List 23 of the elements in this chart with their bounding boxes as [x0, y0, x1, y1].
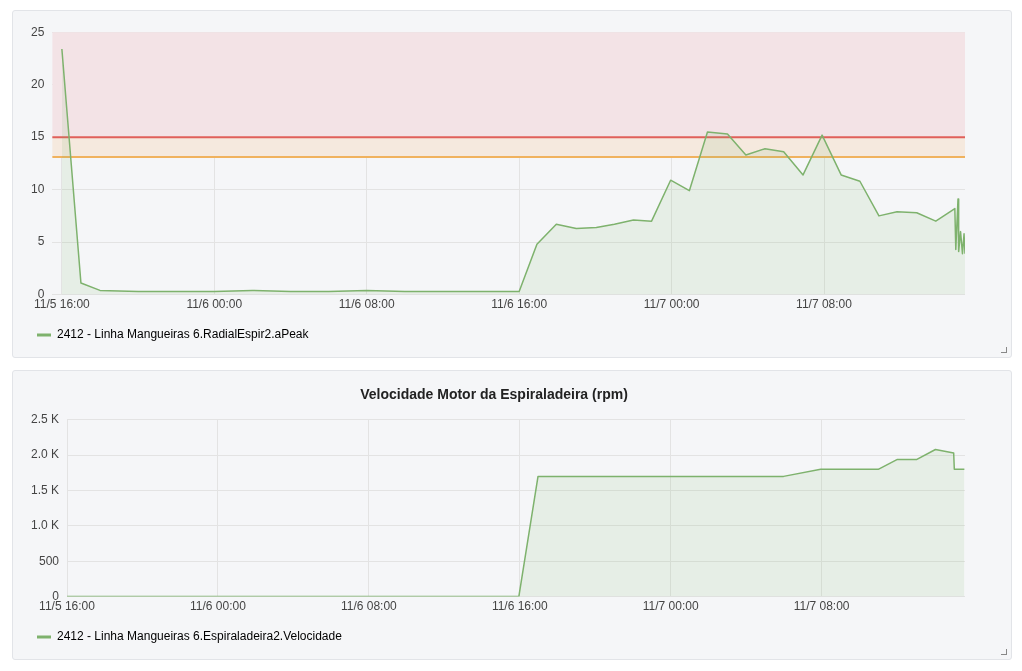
y-tick-label: 500: [38, 553, 60, 568]
y-tick-label: 2.0 K: [30, 447, 60, 462]
legend-label: 2412 - Linha Mangueiras 6.Espiraladeira2.Velocidade: [57, 629, 343, 644]
x-tick-label: 11/6 16:00: [491, 599, 549, 614]
x-tick-label: 11/6 08:00: [338, 297, 395, 312]
x-tick-label: 11/7 00:00: [642, 599, 699, 614]
legend-label: 2412 - Linha Mangueiras 6.RadialEspir2.aPeak: [57, 327, 310, 342]
y-tick-label: 1.5 K: [30, 482, 60, 497]
x-tick-label: 11/7 08:00: [793, 599, 850, 614]
x-tick-label: 11/6 00:00: [190, 599, 247, 614]
x-tick-label: 11/6 08:00: [340, 599, 398, 614]
y-tick-label: 2.5 K: [30, 412, 60, 427]
chart-title: Velocidade Motor da Espiraladeira (rpm): [360, 386, 628, 403]
x-tick-label: 11/7 00:00: [643, 297, 700, 312]
x-tick-label: 11/6 00:00: [186, 297, 243, 312]
x-tick-label: 11/7 08:00: [796, 297, 853, 312]
y-tick-label: 5: [37, 234, 45, 249]
x-tick-label: 11/6 16:00: [491, 297, 548, 312]
y-tick-label: 20: [30, 76, 45, 91]
y-tick-label: 15: [30, 129, 45, 144]
y-tick-label: 1.0 K: [30, 518, 60, 533]
y-tick-label: 25: [30, 24, 45, 39]
y-tick-label: 10: [30, 181, 45, 196]
